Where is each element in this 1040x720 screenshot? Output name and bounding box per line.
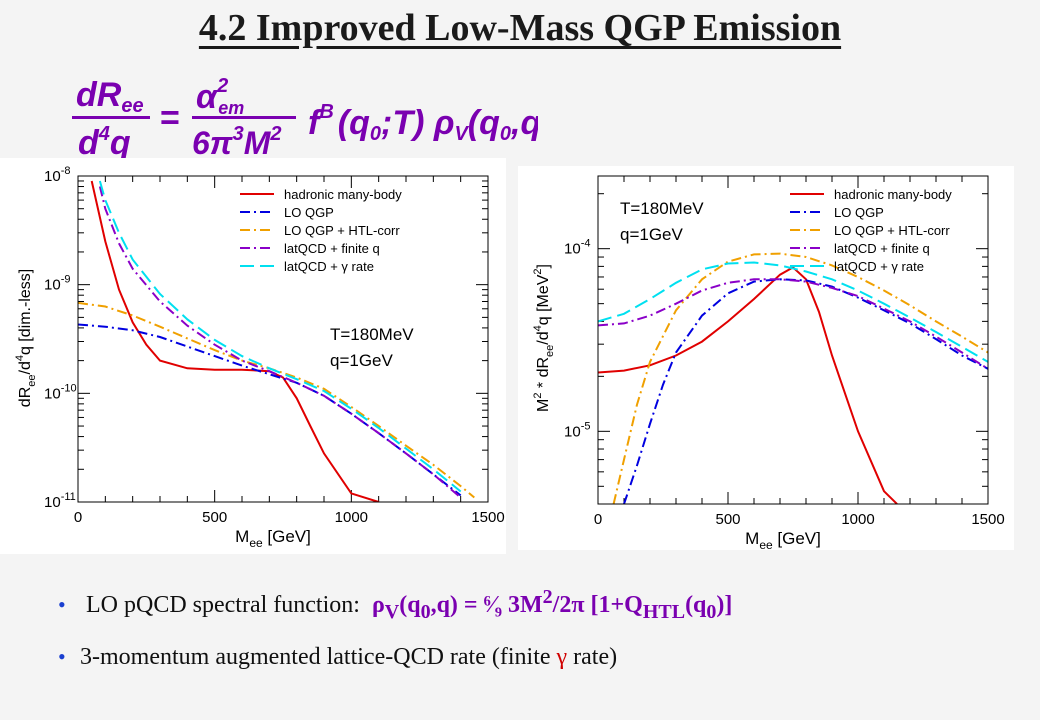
x-axis-label: Mee [GeV] [745,529,821,550]
bullet-text: LO pQCD spectral function: [86,592,360,618]
legend-label: LO QGP [284,205,334,220]
y-tick-label: 10-11 [44,491,76,511]
plot-frame [597,175,989,505]
series-line [623,278,988,504]
series-line [98,180,462,493]
annotation-text: q=1GeV [620,225,684,244]
x-axis-label: Mee [GeV] [235,527,311,550]
series-line [598,261,988,363]
annotation-text: T=180MeV [620,199,704,218]
right-chart: 10-5 10-4 0 500 1000 1500 hadronic many-body LO… [532,175,1005,552]
svg-text:=: = [160,99,180,137]
y-tick-label: 10-5 [564,420,590,440]
x-tick-label: 1000 [841,511,874,528]
legend-label: LO QGP + HTL-corr [284,223,400,238]
legend-label: latQCD + γ rate [834,259,924,274]
annotation-text: T=180MeV [330,325,414,344]
right-chart-panel: 10-5 10-4 0 500 1000 1500 hadronic many-body LO… [518,166,1014,552]
bullet-dot: • [58,592,66,617]
slide-title: 4.2 Improved Low-Mass QGP Emission [198,7,842,49]
y-axis-label: M2 * dRee/d4q [MeV2] [532,264,556,412]
series-line [612,252,988,504]
x-tick-label: 1500 [971,511,1004,528]
y-tick-label: 10-9 [44,274,70,294]
bullet-text: 3-momentum augmented lattice-QCD rate (f… [80,643,618,670]
y-axis-label: dRee/d4q [dim.-less] [14,269,38,407]
plot-frame [77,175,489,503]
y-tick-label: 10-10 [44,382,77,402]
x-tick-label: 500 [715,511,740,528]
annotation-text: q=1GeV [330,351,394,370]
left-chart: 10-11 10-10 10-9 10-8 0 500 1000 1500 hadronic m… [14,165,505,550]
svg-text:d4q: d4q [78,123,131,162]
spectral-function-formula: ρV(q0,q) = ⁶⁄₉ 3M2/2π [1+QHTL(q0)] [371,586,733,623]
bullet-item: • 3-momentum augmented lattice-QCD rate … [58,644,732,671]
series-line [98,186,462,499]
x-tick-label: 500 [202,509,227,526]
svg-text:fB(q0;T) ρV(q0,q): fB(q0;T) ρV(q0,q) [308,101,538,145]
y-tick-label: 10-4 [564,238,590,258]
left-chart-panel: 10-11 10-10 10-9 10-8 0 500 1000 1500 hadronic m… [0,158,506,554]
legend-label: LO QGP [834,205,884,220]
x-tick-label: 1500 [471,509,504,526]
series-group [598,252,988,504]
svg-text:6π3M2: 6π3M2 [192,123,281,161]
svg-text:dRee: dRee [76,76,144,117]
y-tick-label: 10-8 [44,165,70,185]
legend-label: latQCD + finite q [284,241,380,256]
series-line [598,266,898,504]
bullet-item: • LO pQCD spectral function: ρV(q0,q) = … [58,586,732,624]
x-tick-label: 1000 [335,509,368,526]
series-line [598,278,988,370]
bullet-list: • LO pQCD spectral function: ρV(q0,q) = … [58,586,732,691]
series-group [78,180,475,502]
legend-label: LO QGP + HTL-corr [834,223,950,238]
legend-label: hadronic many-body [834,187,952,202]
series-line [90,180,379,502]
legend-label: latQCD + γ rate [284,259,374,274]
legend-label: latQCD + finite q [834,241,930,256]
x-tick-label: 0 [74,509,82,526]
bullet-dot: • [58,643,66,669]
legend-label: hadronic many-body [284,187,402,202]
series-line [78,323,462,497]
x-tick-label: 0 [594,511,602,528]
